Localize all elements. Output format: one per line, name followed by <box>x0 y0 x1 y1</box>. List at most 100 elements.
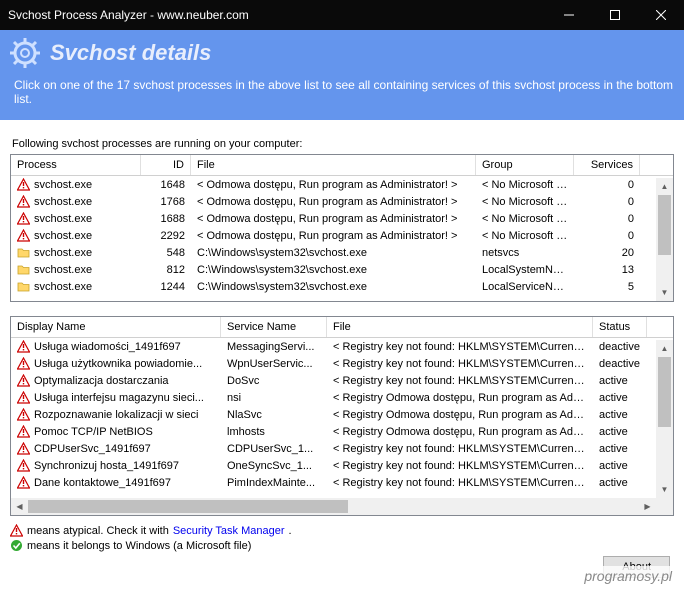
service-file: < Registry key not found: HKLM\SYSTEM\Cu… <box>327 443 593 455</box>
warn-icon <box>17 212 30 225</box>
table-row[interactable]: Pomoc TCP/IP NetBIOS lmhosts < Registry … <box>11 423 673 440</box>
service-file: < Registry Odmowa dostępu, Run program a… <box>327 426 593 438</box>
table-row[interactable]: svchost.exe 548 C:\Windows\system32\svch… <box>11 244 673 261</box>
warn-icon <box>17 374 30 387</box>
process-name: svchost.exe <box>34 230 92 242</box>
table-row[interactable]: svchost.exe 1688 < Odmowa dostępu, Run p… <box>11 210 673 227</box>
table-row[interactable]: Usługa wiadomości_1491f697 MessagingServ… <box>11 338 673 355</box>
table-row[interactable]: CDPUserSvc_1491f697 CDPUserSvc_1... < Re… <box>11 440 673 457</box>
title-bar: Svchost Process Analyzer - www.neuber.co… <box>0 0 684 30</box>
table-row[interactable]: Synchronizuj hosta_1491f697 OneSyncSvc_1… <box>11 457 673 474</box>
column-header-file[interactable]: File <box>191 155 476 175</box>
table-row[interactable]: svchost.exe 1244 C:\Windows\system32\svc… <box>11 278 673 295</box>
window-title: Svchost Process Analyzer - www.neuber.co… <box>8 8 249 22</box>
service-name: MessagingServi... <box>221 341 327 353</box>
table-row[interactable]: Usługa użytkownika powiadomie... WpnUser… <box>11 355 673 372</box>
scrollbar-vertical[interactable]: ▲ ▼ <box>656 178 673 301</box>
table-row[interactable]: svchost.exe 812 C:\Windows\system32\svch… <box>11 261 673 278</box>
column-header-display[interactable]: Display Name <box>11 317 221 337</box>
close-button[interactable] <box>638 0 684 30</box>
service-display-name: Usługa użytkownika powiadomie... <box>34 358 202 370</box>
scrollbar-horizontal[interactable]: ◀ ▶ <box>11 498 656 515</box>
warn-icon <box>17 425 30 438</box>
services-grid[interactable]: Display NameService NameFileStatus Usług… <box>10 316 674 516</box>
warn-icon <box>17 195 30 208</box>
process-id: 548 <box>141 247 191 259</box>
process-group: < No Microsoft fil... <box>476 196 574 208</box>
process-group: LocalServiceNo... <box>476 281 574 293</box>
table-row[interactable]: svchost.exe 2292 < Odmowa dostępu, Run p… <box>11 227 673 244</box>
warn-icon <box>17 178 30 191</box>
warn-icon <box>17 357 30 370</box>
column-header-services[interactable]: Services <box>574 155 640 175</box>
process-services-count: 0 <box>574 196 640 208</box>
service-status: active <box>593 392 647 404</box>
service-status: deactive <box>593 341 647 353</box>
process-group: LocalSystemNet... <box>476 264 574 276</box>
scroll-up-arrow[interactable]: ▲ <box>656 178 673 195</box>
minimize-button[interactable] <box>546 0 592 30</box>
ok-icon <box>10 539 23 552</box>
table-row[interactable]: svchost.exe 1768 < Odmowa dostępu, Run p… <box>11 193 673 210</box>
process-name: svchost.exe <box>34 247 92 259</box>
service-file: < Registry key not found: HKLM\SYSTEM\Cu… <box>327 375 593 387</box>
warn-icon <box>17 229 30 242</box>
scroll-down-arrow[interactable]: ▼ <box>656 481 673 498</box>
process-services-count: 5 <box>574 281 640 293</box>
table-row[interactable]: Usługa interfejsu magazynu sieci... nsi … <box>11 389 673 406</box>
scroll-down-arrow[interactable]: ▼ <box>656 284 673 301</box>
scroll-thumb[interactable] <box>658 195 671 255</box>
column-header-group[interactable]: Group <box>476 155 574 175</box>
process-id: 812 <box>141 264 191 276</box>
service-name: DoSvc <box>221 375 327 387</box>
legend: means atypical. Check it with Security T… <box>10 524 674 552</box>
process-id: 1768 <box>141 196 191 208</box>
process-group: < No Microsoft fil... <box>476 179 574 191</box>
service-file: < Registry Odmowa dostępu, Run program a… <box>327 409 593 421</box>
maximize-button[interactable] <box>592 0 638 30</box>
legend-windows-text: means it belongs to Windows (a Microsoft… <box>27 540 251 552</box>
service-status: active <box>593 460 647 472</box>
column-header-status[interactable]: Status <box>593 317 647 337</box>
process-name: svchost.exe <box>34 281 92 293</box>
column-header-file[interactable]: File <box>327 317 593 337</box>
scroll-right-arrow[interactable]: ▶ <box>639 498 656 515</box>
process-name: svchost.exe <box>34 264 92 276</box>
process-grid[interactable]: ProcessIDFileGroupServices svchost.exe 1… <box>10 154 674 302</box>
service-display-name: Dane kontaktowe_1491f697 <box>34 477 171 489</box>
warn-icon <box>17 459 30 472</box>
service-status: deactive <box>593 358 647 370</box>
process-id: 1244 <box>141 281 191 293</box>
folder-icon <box>17 263 30 276</box>
process-file: C:\Windows\system32\svchost.exe <box>191 247 476 259</box>
header-panel: Svchost details Click on one of the 17 s… <box>0 30 684 120</box>
scroll-corner <box>656 498 673 515</box>
warning-icon <box>10 524 23 537</box>
scroll-thumb[interactable] <box>658 357 671 427</box>
scroll-up-arrow[interactable]: ▲ <box>656 340 673 357</box>
service-file: < Registry key not found: HKLM\SYSTEM\Cu… <box>327 477 593 489</box>
scroll-left-arrow[interactable]: ◀ <box>11 498 28 515</box>
column-header-process[interactable]: Process <box>11 155 141 175</box>
warn-icon <box>17 442 30 455</box>
process-file: C:\Windows\system32\svchost.exe <box>191 264 476 276</box>
table-row[interactable]: Optymalizacja dostarczania DoSvc < Regis… <box>11 372 673 389</box>
table-row[interactable]: Rozpoznawanie lokalizacji w sieci NlaSvc… <box>11 406 673 423</box>
folder-icon <box>17 280 30 293</box>
legend-atypical-text: means atypical. Check it with <box>27 525 169 537</box>
process-group: < No Microsoft fil... <box>476 230 574 242</box>
scroll-thumb[interactable] <box>28 500 348 513</box>
process-id: 2292 <box>141 230 191 242</box>
table-row[interactable]: Dane kontaktowe_1491f697 PimIndexMainte.… <box>11 474 673 491</box>
service-name: NlaSvc <box>221 409 327 421</box>
column-header-id[interactable]: ID <box>141 155 191 175</box>
service-status: active <box>593 426 647 438</box>
warn-icon <box>17 408 30 421</box>
security-task-manager-link[interactable]: Security Task Manager <box>173 525 285 537</box>
service-name: nsi <box>221 392 327 404</box>
column-header-service[interactable]: Service Name <box>221 317 327 337</box>
warn-icon <box>17 391 30 404</box>
scrollbar-vertical[interactable]: ▲ ▼ <box>656 340 673 498</box>
service-file: < Registry Odmowa dostępu, Run program a… <box>327 392 593 404</box>
table-row[interactable]: svchost.exe 1648 < Odmowa dostępu, Run p… <box>11 176 673 193</box>
